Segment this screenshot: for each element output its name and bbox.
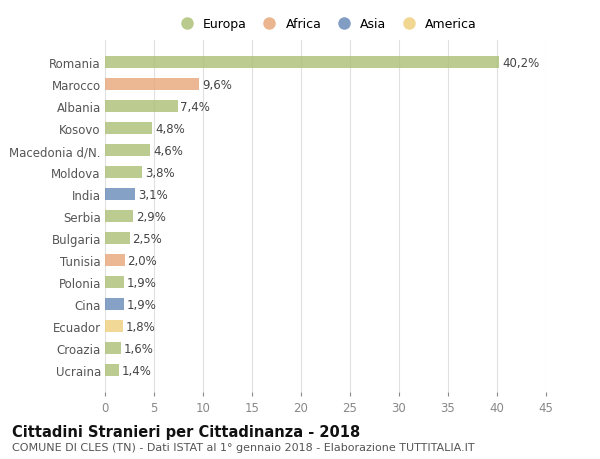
- Bar: [105, 211, 133, 223]
- Bar: [105, 255, 125, 267]
- Legend: Europa, Africa, Asia, America: Europa, Africa, Asia, America: [172, 16, 479, 34]
- Text: 4,6%: 4,6%: [153, 145, 183, 157]
- Text: 2,5%: 2,5%: [133, 232, 162, 245]
- Text: 1,9%: 1,9%: [127, 276, 157, 289]
- Text: COMUNE DI CLES (TN) - Dati ISTAT al 1° gennaio 2018 - Elaborazione TUTTITALIA.IT: COMUNE DI CLES (TN) - Dati ISTAT al 1° g…: [12, 442, 475, 452]
- Bar: [105, 342, 121, 354]
- Bar: [105, 277, 124, 289]
- Bar: [105, 79, 199, 91]
- Text: 9,6%: 9,6%: [202, 79, 232, 92]
- Bar: [105, 233, 130, 245]
- Text: 4,8%: 4,8%: [155, 123, 185, 135]
- Text: 1,6%: 1,6%: [124, 342, 154, 355]
- Bar: [105, 145, 150, 157]
- Text: 7,4%: 7,4%: [181, 101, 211, 114]
- Text: 1,8%: 1,8%: [125, 320, 155, 333]
- Bar: [105, 123, 152, 135]
- Text: 40,2%: 40,2%: [502, 57, 539, 70]
- Bar: [105, 167, 142, 179]
- Text: 3,8%: 3,8%: [145, 167, 175, 179]
- Bar: [105, 299, 124, 311]
- Text: 1,4%: 1,4%: [122, 364, 152, 377]
- Text: 2,9%: 2,9%: [136, 210, 166, 224]
- Text: Cittadini Stranieri per Cittadinanza - 2018: Cittadini Stranieri per Cittadinanza - 2…: [12, 425, 360, 440]
- Bar: [105, 101, 178, 113]
- Text: 1,9%: 1,9%: [127, 298, 157, 311]
- Bar: [105, 189, 136, 201]
- Text: 2,0%: 2,0%: [128, 254, 157, 267]
- Bar: [105, 57, 499, 69]
- Text: 3,1%: 3,1%: [139, 189, 168, 202]
- Bar: [105, 364, 119, 376]
- Bar: [105, 320, 122, 333]
